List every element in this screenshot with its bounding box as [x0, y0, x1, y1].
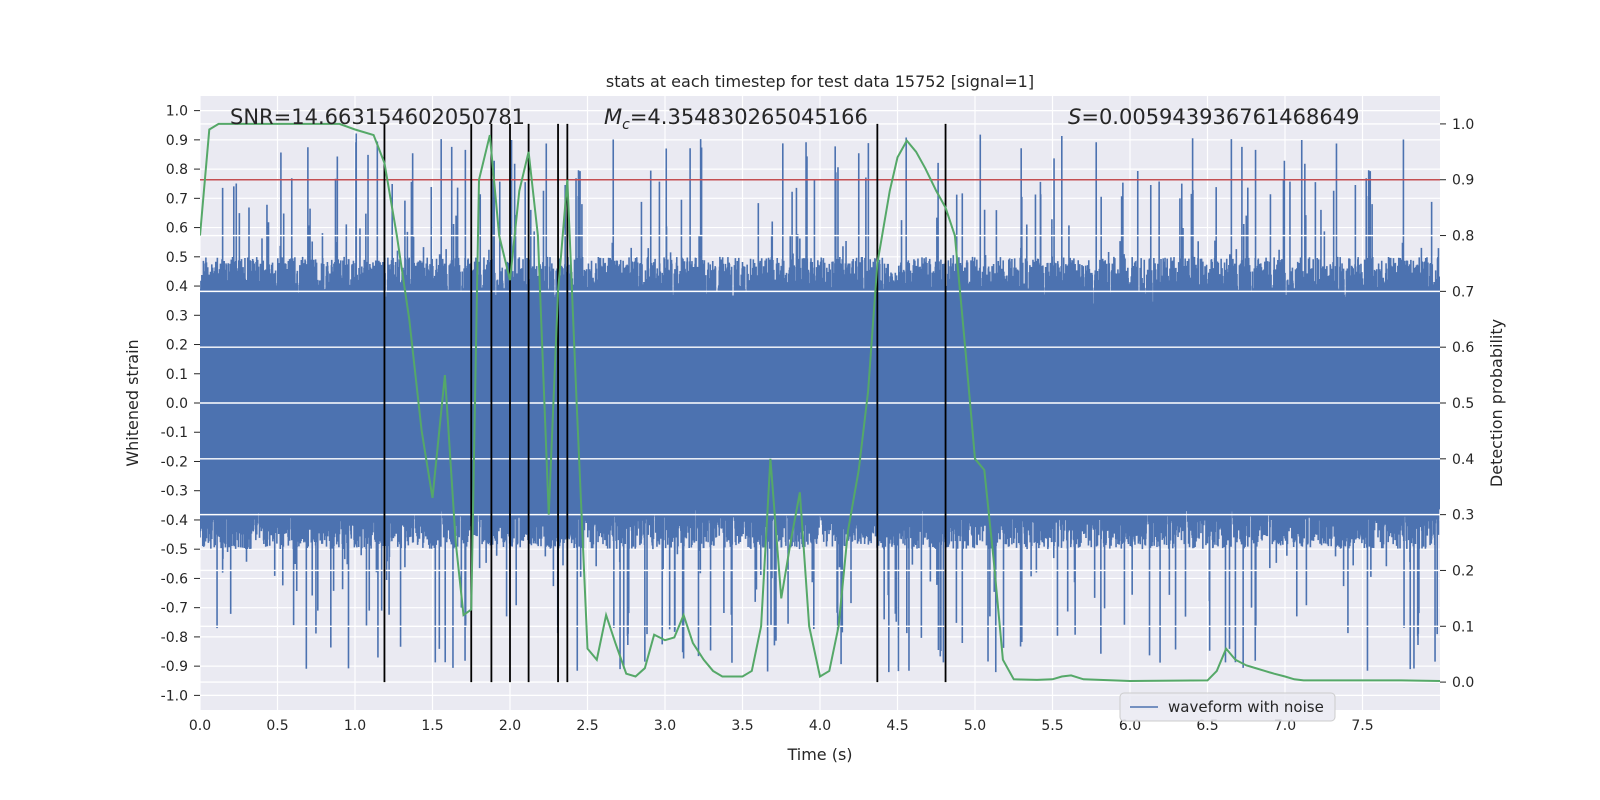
x-tick-label: 4.5 — [886, 718, 908, 734]
legend: waveform with noise — [1119, 692, 1336, 722]
y-tick-label: 0.5 — [166, 250, 188, 266]
vlines — [383, 123, 947, 683]
y2-tick-label: 0.9 — [1452, 173, 1474, 189]
x-tick-label: 2.0 — [499, 718, 521, 734]
y-tick-label: 0.1 — [166, 367, 188, 383]
x-tick-label: 1.5 — [421, 718, 443, 734]
x-axis-label: Time (s) — [786, 745, 852, 764]
probability-series — [200, 122, 1440, 682]
y-tick-label: 0.3 — [166, 308, 188, 324]
y2-tick-label: 0.6 — [1452, 340, 1474, 356]
y-tick-label: -0.3 — [161, 484, 188, 500]
y2-tick-label: 0.3 — [1452, 508, 1474, 524]
y-tick-label: 0.7 — [166, 191, 188, 207]
y-ticks: 1.0 0.9 0.8 0.7 0.6 0.5 0.4 0.3 0.2 0.1 0.0 -0.1 -0.… — [161, 104, 200, 704]
y2-tick-label: 0.2 — [1452, 563, 1474, 579]
grid-overlay — [200, 123, 1440, 683]
y-tick-label: -0.6 — [161, 571, 188, 587]
y-tick-label: -0.5 — [161, 542, 188, 558]
y-tick-label: 0.6 — [166, 221, 188, 237]
y2-ticks: 1.0 0.9 0.8 0.7 0.6 0.5 0.4 0.3 0.2 0.1 0.0 — [1440, 117, 1474, 691]
y-tick-label: -0.1 — [161, 425, 188, 441]
x-tick-label: 4.0 — [809, 718, 831, 734]
y-tick-label: -0.7 — [161, 601, 188, 617]
x-tick-label: 7.5 — [1351, 718, 1373, 734]
x-tick-label: 0.0 — [189, 718, 211, 734]
x-tick-label: 6.0 — [1119, 718, 1141, 734]
y2-tick-label: 0.8 — [1452, 229, 1474, 245]
y-tick-label: -0.8 — [161, 630, 188, 646]
x-tick-label: 2.5 — [576, 718, 598, 734]
y-tick-label: 1.0 — [166, 104, 188, 120]
y2-tick-label: 0.0 — [1452, 675, 1474, 691]
x-tick-label: 5.0 — [964, 718, 986, 734]
y-tick-label: 0.8 — [166, 162, 188, 178]
y-tick-label: 0.0 — [166, 396, 188, 412]
s-annotation: S=0.005943936761468649 — [1068, 105, 1359, 129]
y2-tick-label: 0.1 — [1452, 619, 1474, 635]
y-tick-label: -0.2 — [161, 454, 188, 470]
x-tick-label: 6.5 — [1196, 718, 1218, 734]
y-tick-label: -0.9 — [161, 659, 188, 675]
x-tick-label: 3.5 — [731, 718, 753, 734]
y2-axis-label: Detection probability — [1487, 319, 1506, 487]
x-ticks: 0.0 0.5 1.0 1.5 2.0 2.5 3.0 3.5 4.0 4.5 5.0 5.5 6.0 6… — [189, 718, 1374, 734]
y2-tick-label: 0.7 — [1452, 284, 1474, 300]
y-tick-label: 0.9 — [166, 133, 188, 149]
y2-tick-label: 0.5 — [1452, 396, 1474, 412]
plot-area — [200, 122, 1440, 683]
y-tick-label: 0.4 — [166, 279, 188, 295]
y2-tick-label: 1.0 — [1452, 117, 1474, 133]
x-tick-label: 3.0 — [654, 718, 676, 734]
y2-tick-label: 0.4 — [1452, 452, 1474, 468]
chirp-mass-annotation: Mc=4.354830265045166 — [604, 105, 868, 133]
x-tick-label: 7.0 — [1274, 718, 1296, 734]
x-tick-label: 5.5 — [1041, 718, 1063, 734]
legend-box — [1119, 692, 1336, 722]
y-tick-label: 0.2 — [166, 338, 188, 354]
x-tick-label: 1.0 — [344, 718, 366, 734]
legend-label: waveform with noise — [1168, 698, 1324, 716]
y-tick-label: -1.0 — [161, 688, 188, 704]
y-tick-label: -0.4 — [161, 513, 188, 529]
y-axis-label: Whitened strain — [123, 339, 142, 466]
snr-annotation: SNR=14.663154602050781 — [230, 105, 525, 129]
chart-title: stats at each timestep for test data 157… — [606, 72, 1034, 91]
x-tick-label: 0.5 — [266, 718, 288, 734]
